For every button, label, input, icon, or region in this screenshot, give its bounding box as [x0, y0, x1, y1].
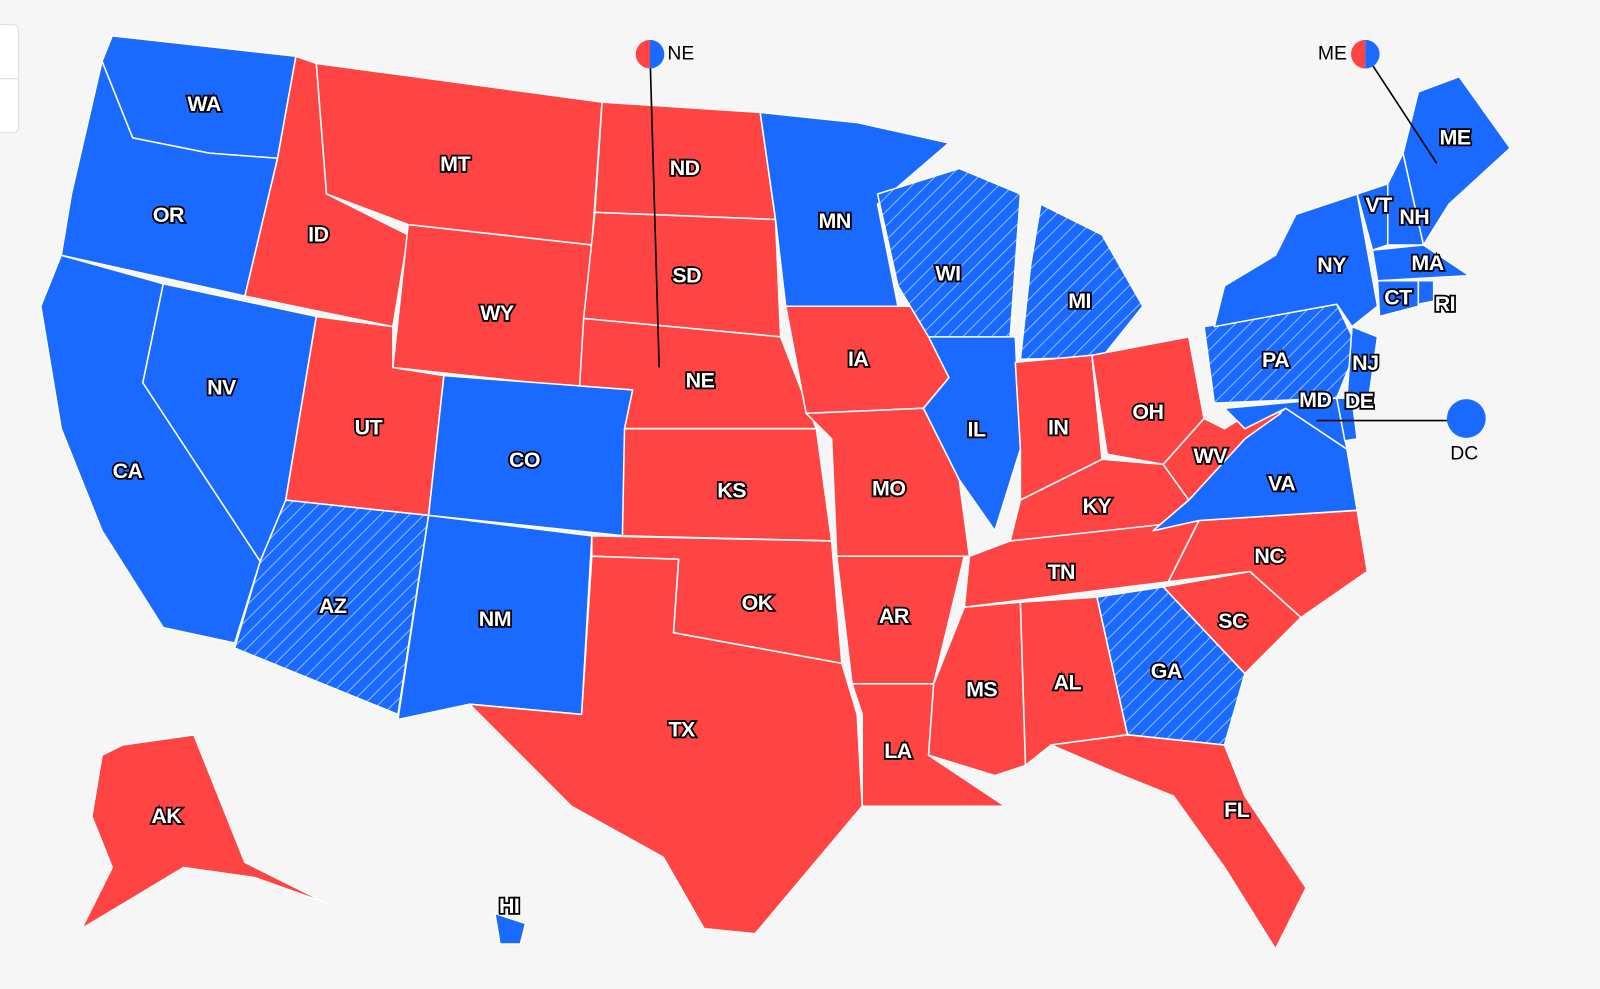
state-label: NY	[1317, 253, 1346, 277]
state-label: CO	[509, 448, 540, 472]
state-label: SC	[1218, 609, 1247, 633]
state-label: MT	[440, 152, 470, 176]
marker-half	[1351, 39, 1366, 69]
state-label: IN	[1048, 415, 1068, 439]
state	[1417, 279, 1435, 305]
state-label: NJ	[1352, 351, 1378, 375]
state-label: OH	[1132, 400, 1163, 424]
state-label: MS	[966, 678, 997, 702]
state-label: CA	[113, 459, 143, 483]
state-label: NE	[686, 368, 715, 392]
state-label: AK	[151, 804, 182, 828]
dc-marker	[1446, 399, 1486, 438]
state-label: ME	[1440, 126, 1471, 150]
state-label: RI	[1435, 292, 1455, 316]
state-label: AZ	[319, 594, 347, 618]
state	[1019, 203, 1144, 361]
state-label: MI	[1068, 289, 1091, 313]
state-label: MN	[819, 209, 851, 233]
state-label: MD	[1299, 388, 1331, 412]
state-label: KY	[1083, 494, 1112, 518]
state-label: LA	[884, 739, 912, 763]
state-label: ND	[670, 156, 700, 180]
state-label: NM	[479, 607, 511, 631]
marker-label: DC	[1450, 442, 1478, 464]
state	[468, 555, 864, 935]
state-label: KS	[717, 479, 746, 503]
state-label: CT	[1384, 286, 1412, 310]
state-labels: WA OR CA NV ID MT WY UT CO AZ NM ND SD NE KS OK TX MN IA MO…	[111, 90, 1473, 920]
state	[1335, 397, 1358, 442]
state	[1346, 325, 1379, 410]
state-shapes	[40, 35, 1511, 950]
state-label: WA	[187, 92, 221, 116]
state-label: FL	[1224, 798, 1250, 822]
state-label: AL	[1054, 670, 1082, 694]
marker-half	[635, 39, 650, 69]
state	[233, 499, 430, 716]
state	[1223, 397, 1348, 450]
state-label: OR	[153, 203, 185, 227]
state	[1376, 279, 1420, 318]
state	[759, 111, 950, 308]
state-label: IL	[968, 417, 986, 441]
state	[80, 734, 328, 930]
state-label: WV	[1193, 444, 1228, 468]
state	[494, 912, 527, 945]
state-label: NV	[207, 376, 237, 400]
state	[922, 336, 1022, 532]
state-label: NC	[1254, 544, 1284, 568]
state-label: GA	[1151, 659, 1182, 683]
state-label: SD	[672, 263, 701, 287]
state-label: AR	[879, 604, 910, 628]
state	[1371, 244, 1471, 282]
state-label: NH	[1399, 205, 1429, 229]
state-label: WI	[935, 261, 960, 285]
state-label: TX	[668, 717, 696, 741]
state-label: OK	[742, 591, 774, 615]
state-label: UT	[355, 415, 383, 439]
state-label: IA	[848, 347, 868, 371]
state-label: MO	[872, 477, 905, 501]
state-label: WY	[480, 301, 514, 325]
state-label: ID	[308, 222, 328, 246]
marker-label: NE	[667, 42, 694, 64]
marker-label: ME	[1318, 42, 1347, 64]
state-label: TN	[1047, 560, 1075, 584]
state-label: VA	[1268, 471, 1295, 495]
state	[1050, 734, 1307, 950]
leader-line	[649, 54, 660, 368]
marker-half	[1365, 39, 1380, 69]
marker-half	[650, 39, 665, 69]
leader-line	[1364, 53, 1438, 164]
state	[1096, 586, 1246, 746]
state-label: PA	[1262, 348, 1289, 372]
state-label: HI	[499, 894, 519, 918]
state	[1213, 193, 1379, 328]
state-label: VT	[1365, 193, 1392, 217]
state-label: MA	[1411, 251, 1443, 275]
state-label: DE	[1345, 389, 1374, 413]
